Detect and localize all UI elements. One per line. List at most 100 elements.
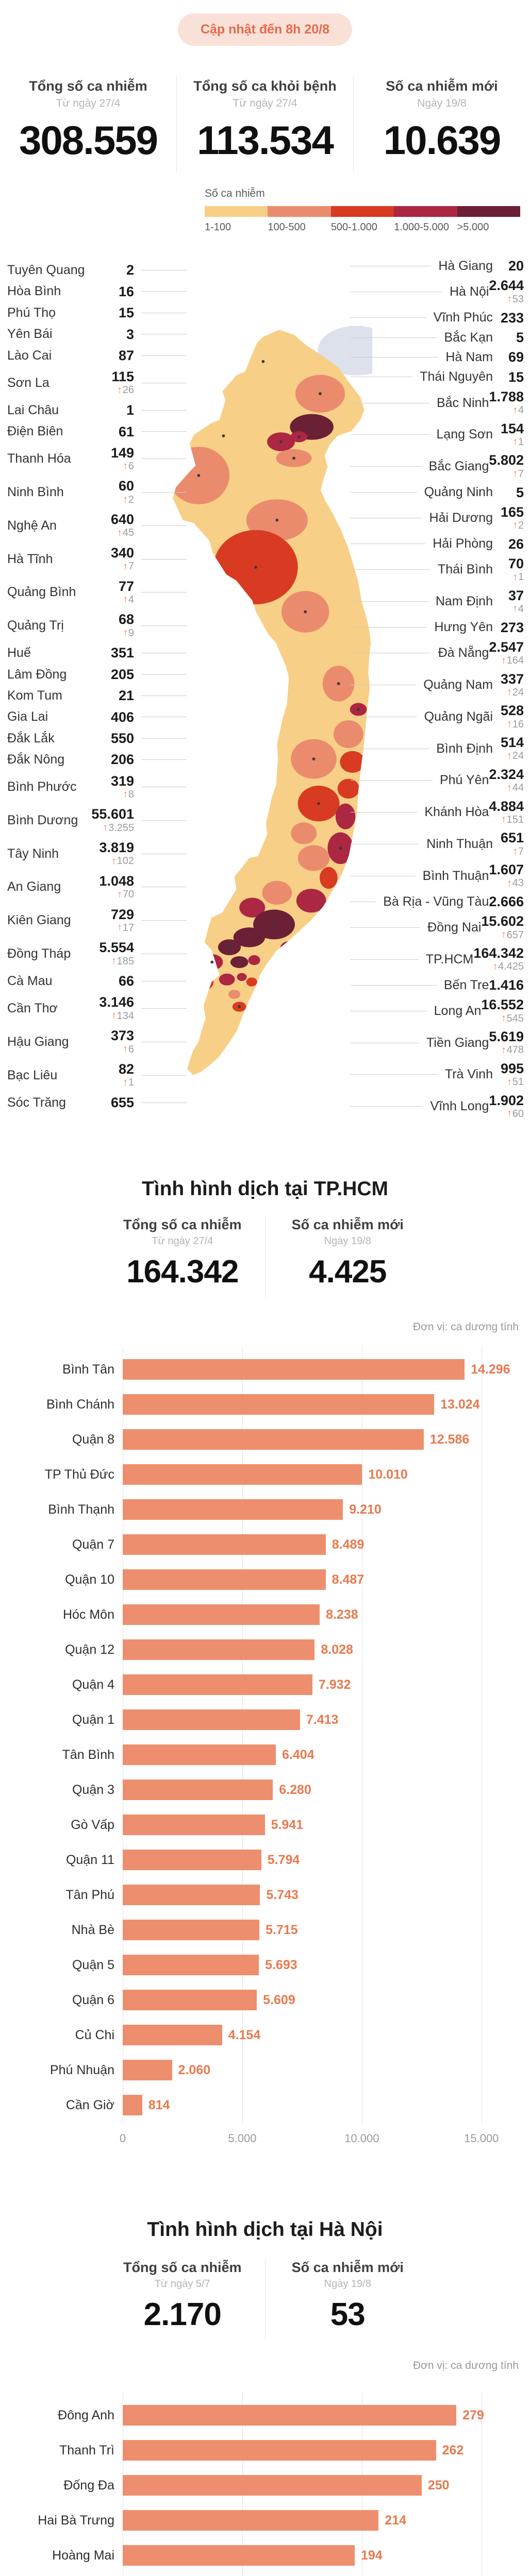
bar <box>123 1920 260 1940</box>
bar-row: Bình Thạnh 9.210 <box>10 1492 520 1527</box>
province-cases-group: 205 <box>90 667 134 682</box>
province-new-cases: ↑ 478 <box>501 1044 524 1056</box>
bar-track: 5.609 <box>123 1982 520 2018</box>
province-cases-group: 20 <box>493 259 524 274</box>
province-cases: 351 <box>110 645 134 661</box>
province-new-cases: ↑ 3.255 <box>103 822 134 834</box>
province-cases: 1.902 <box>489 1092 524 1108</box>
legend-bin-label: >5.000 <box>457 222 489 233</box>
province-cases: 340 <box>110 545 134 561</box>
province-cases: 16.552 <box>481 997 524 1013</box>
connector-line <box>141 492 187 493</box>
bar-category-label: Củ Chi <box>75 2027 114 2042</box>
legend-bin-label: 1.000-5.000 <box>394 222 449 233</box>
axis-tick-label: 5.000 <box>228 2132 257 2145</box>
province-row: Tây Ninh 3.819 ↑ 102 <box>7 840 187 867</box>
province-row: Quảng Bình 77 ↑ 4 <box>7 579 187 606</box>
province-new-cases: ↑ 164 <box>501 655 524 667</box>
province-cases: 655 <box>110 1095 134 1111</box>
province-cases-group: 514 ↑ 24 <box>493 735 524 762</box>
province-name: Đắk Lắk <box>7 731 55 745</box>
province-cases-group: 550 <box>90 731 134 746</box>
bar-category-label: Hóc Môn <box>62 1607 114 1622</box>
province-name: Lai Châu <box>7 402 59 417</box>
province-cases: 2.644 <box>489 278 524 294</box>
province-name: Sơn La <box>7 375 49 390</box>
summary-new-cases: Số ca nhiễm mới Ngày 19/8 10.639 <box>353 75 530 172</box>
province-cases: 1.416 <box>489 977 524 993</box>
province-cases-group: 21 <box>90 688 134 703</box>
bar-row: Cần Giờ 814 <box>10 2088 520 2123</box>
axis-tick-label: 15.000 <box>464 2132 499 2145</box>
legend-swatch <box>457 206 521 217</box>
province-row: Tuyên Quang 2 <box>7 263 187 278</box>
province-new-cases: ↑ 7 <box>512 468 524 480</box>
up-arrow-icon: ↑ <box>123 1077 128 1088</box>
hanoi-new-cases: Số ca nhiễm mới Ngày 19/8 53 <box>264 2259 430 2340</box>
bar <box>123 1885 260 1905</box>
province-row: Tiền Giang 5.619 ↑ 478 <box>351 1029 524 1056</box>
up-arrow-icon: ↑ <box>501 655 506 666</box>
province-name: Lâm Đồng <box>7 667 67 682</box>
province-name: Ninh Bình <box>7 485 64 500</box>
province-cases: 26 <box>508 536 524 552</box>
province-new-cases: ↑ 26 <box>117 384 134 396</box>
province-row: Khánh Hòa 4.884 ↑ 151 <box>351 799 524 826</box>
province-cases-group: 77 ↑ 4 <box>90 579 134 606</box>
stat-value: 4.425 <box>309 1254 387 1290</box>
province-row: Kom Tum 21 <box>7 688 187 703</box>
province-row: Thái Nguyên 15 <box>351 369 524 384</box>
province-row: Quảng Trị 68 ↑ 9 <box>7 612 187 639</box>
bar-category-label: Đống Đa <box>63 2478 114 2493</box>
bar <box>123 1674 312 1695</box>
legend-bar <box>205 206 521 217</box>
stat-value: 2.170 <box>143 2297 222 2332</box>
province-cases-group: 729 ↑ 17 <box>90 907 134 934</box>
connector-line <box>351 1106 423 1107</box>
province-cases-group: 55.601 ↑ 3.255 <box>90 807 134 834</box>
up-arrow-icon: ↑ <box>117 889 122 900</box>
province-row: Bắc Ninh 1.788 ↑ 4 <box>351 389 524 416</box>
bar-row: Quận 4 7.932 <box>10 1667 520 1702</box>
stat-sublabel: Từ ngày 27/4 <box>56 97 121 109</box>
province-new-cases: ↑ 17 <box>117 922 134 934</box>
bar-category-label: Bình Tân <box>62 1362 114 1377</box>
national-summary: Tổng số ca nhiễm Từ ngày 27/4 308.559 Tổ… <box>0 75 530 172</box>
bar-row: Bình Tân 14.296 <box>10 1352 520 1387</box>
province-row: An Giang 1.048 ↑ 70 <box>7 873 187 901</box>
province-cases: 69 <box>508 349 524 365</box>
province-cases-group: 115 ↑ 26 <box>90 369 134 396</box>
connector-line <box>141 1075 187 1076</box>
bar-category-label: Tân Bình <box>62 1747 114 1762</box>
province-cases-group: 2 <box>90 263 134 278</box>
province-row: Bắc Kạn 5 <box>351 330 524 345</box>
province-row: Đà Nẵng 2.547 ↑ 164 <box>351 639 524 667</box>
bar-row: TP Thủ Đức 10.010 <box>10 1457 520 1492</box>
bar-category-label: Gò Vấp <box>71 1817 114 1832</box>
bar-value-label: 10.010 <box>368 1467 408 1482</box>
province-new-cases: ↑ 134 <box>111 1010 134 1022</box>
province-name: Bình Phước <box>7 779 77 794</box>
up-arrow-icon: ↑ <box>512 520 518 531</box>
bar-track: 250 <box>123 2468 520 2503</box>
connector-line <box>141 674 187 675</box>
bar-value-label: 5.715 <box>266 1922 298 1937</box>
chart-gridlines <box>123 1346 520 2125</box>
bar <box>123 1499 343 1520</box>
stat-sublabel: Từ ngày 27/4 <box>233 97 297 109</box>
stat-value: 308.559 <box>19 117 158 163</box>
connector-line <box>351 985 437 986</box>
province-cases: 87 <box>118 347 134 363</box>
bar-category-label: TP Thủ Đức <box>44 1467 114 1482</box>
bar-track: 6.404 <box>123 1737 520 1772</box>
province-row: Sơn La 115 ↑ 26 <box>7 369 187 396</box>
province-cases-group: 1.788 ↑ 4 <box>489 389 524 416</box>
province-new-cases: ↑ 2 <box>123 494 134 505</box>
bar-track: 5.941 <box>123 1807 520 1842</box>
province-name: Trà Vinh <box>444 1067 493 1082</box>
province-cases: 1.788 <box>489 388 524 404</box>
bar-value-label: 5.941 <box>271 1817 304 1832</box>
province-name: An Giang <box>7 879 61 894</box>
hanoi-chart: Đông Anh 279 Thanh Trì 262 Đống Đa 250 Hai Bà … <box>10 2392 520 2576</box>
hanoi-section-title: Tình hình dịch tại Hà Nội <box>147 2218 383 2241</box>
